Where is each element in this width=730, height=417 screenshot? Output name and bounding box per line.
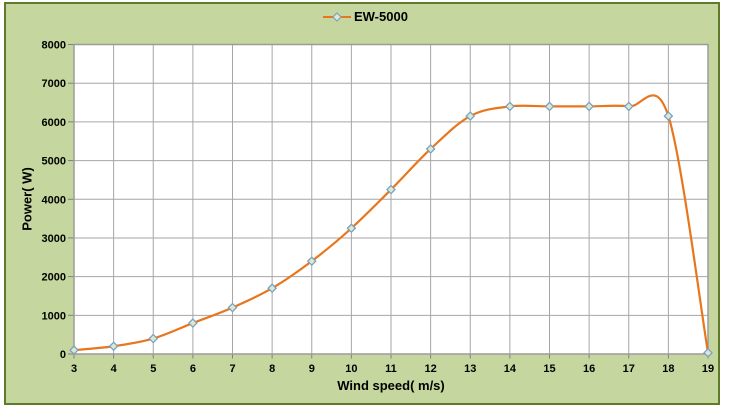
y-tick-label: 1000 (42, 310, 66, 322)
data-point-marker (187, 318, 198, 328)
x-tick-label: 4 (111, 363, 118, 375)
x-tick-label: 10 (345, 363, 357, 375)
y-axis-title: Power( W) (19, 167, 35, 231)
x-tick-label: 12 (425, 363, 437, 375)
data-point-marker (108, 341, 119, 352)
data-point-marker (504, 101, 515, 112)
x-tick-label: 11 (385, 363, 397, 375)
x-tick-label: 19 (702, 363, 714, 375)
data-point-marker (663, 111, 674, 121)
data-point-marker (148, 333, 159, 344)
y-tick-label: 3000 (42, 233, 66, 245)
x-tick-label: 3 (71, 363, 77, 375)
y-tick-label: 4000 (42, 194, 66, 206)
data-point-marker (623, 101, 634, 112)
x-tick-label: 8 (269, 363, 275, 375)
x-axis-title: Wind speed( m/s) (337, 378, 445, 393)
data-point-marker (386, 184, 396, 195)
data-point-marker (346, 223, 357, 234)
y-tick-label: 7000 (42, 78, 66, 90)
x-tick-label: 9 (309, 363, 315, 375)
x-tick-label: 15 (543, 363, 555, 375)
legend[interactable]: EW-5000 (322, 8, 408, 25)
data-point-marker (544, 101, 555, 112)
x-tick-label: 5 (150, 363, 156, 375)
data-point-marker (584, 101, 595, 112)
data-point-marker (227, 302, 238, 313)
tick-labels: 0 1000 2000 3000 4000 5000 6000 7000 8000 3 4 5 6 7 8 9… (42, 40, 715, 376)
y-tick-label: 0 (60, 349, 66, 361)
data-point-marker (267, 283, 278, 294)
y-tick-label: 2000 (42, 272, 66, 284)
data-point-marker (306, 256, 317, 267)
x-tick-label: 17 (623, 363, 635, 375)
y-tick-label: 5000 (42, 156, 66, 168)
data-point-marker (425, 144, 436, 154)
y-tick-label: 8000 (42, 40, 66, 52)
plot-border (73, 43, 709, 355)
legend-label: EW-5000 (354, 9, 408, 24)
series-markers (69, 101, 713, 358)
data-point-marker (69, 345, 79, 356)
x-tick-label: 6 (190, 363, 196, 375)
y-tick-label: 6000 (42, 117, 66, 129)
x-tick-label: 14 (504, 363, 517, 375)
x-tick-label: 13 (464, 363, 476, 375)
gridlines (73, 44, 709, 355)
data-point-marker (703, 347, 713, 358)
x-tick-label: 16 (583, 363, 595, 375)
legend-line-marker-icon (323, 11, 351, 22)
x-tick-label: 7 (229, 363, 235, 375)
x-tick-label: 18 (662, 363, 674, 375)
data-point-marker (465, 111, 476, 121)
